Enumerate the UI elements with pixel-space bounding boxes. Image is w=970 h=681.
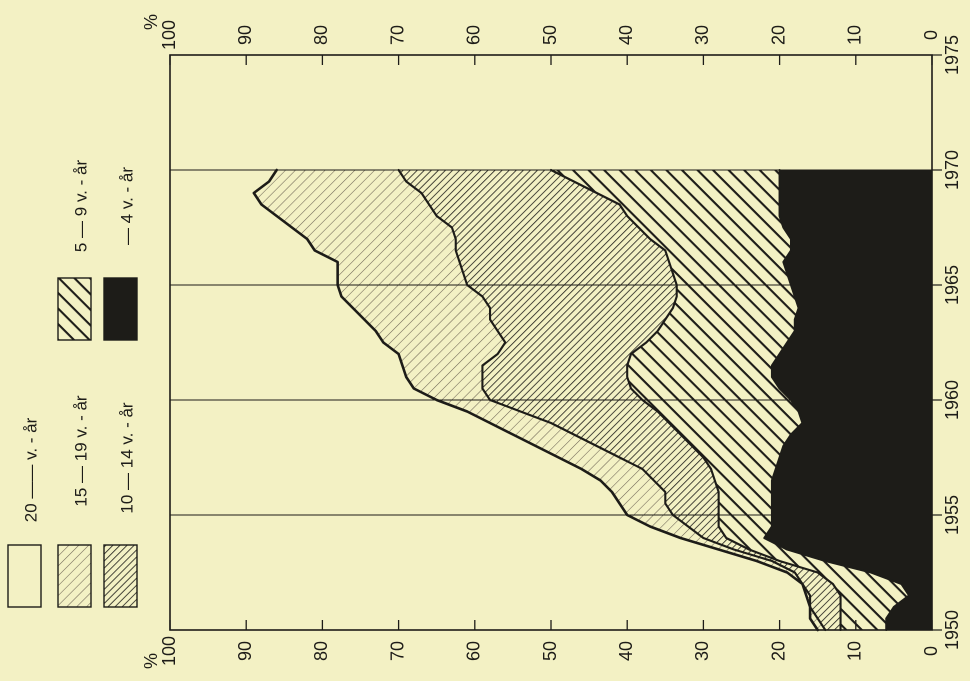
y-tick-top-label: 30: [692, 25, 712, 45]
y-tick-top-label: 80: [311, 25, 331, 45]
y-tick-bottom-label: 40: [616, 641, 636, 661]
legend-swatch-4: [103, 277, 138, 341]
x-tick-label: 1965: [942, 265, 962, 305]
y-tick-bottom-label: 10: [845, 641, 865, 661]
y-tick-bottom-label: 60: [464, 641, 484, 661]
grid-layer: [170, 169, 932, 516]
y-tick-top-label: 20: [768, 25, 788, 45]
x-tick-label: 1955: [942, 495, 962, 535]
legend-swatch-2: [103, 544, 138, 608]
x-tick-label: 1970: [942, 150, 962, 190]
legend-label: — 4 v. - år: [117, 167, 136, 245]
y-tick-top-label: 100: [159, 20, 179, 50]
legend-label: 20 —— v. - år: [21, 417, 40, 522]
y-axis-label-top: %: [141, 14, 161, 30]
y-axis-label-bottom: %: [141, 653, 161, 669]
x-tick-label: 1975: [942, 35, 962, 75]
y-tick-top-label: 60: [464, 25, 484, 45]
x-tick-label: 1950: [942, 610, 962, 650]
y-tick-top-label: 70: [387, 25, 407, 45]
y-tick-bottom-label: 20: [768, 641, 788, 661]
y-tick-top-label: 10: [845, 25, 865, 45]
y-tick-bottom-label: 90: [235, 641, 255, 661]
y-tick-bottom-label: 30: [692, 641, 712, 661]
y-tick-bottom-label: 100: [159, 636, 179, 666]
y-tick-top-label: 50: [540, 25, 560, 45]
y-tick-bottom-label: 50: [540, 641, 560, 661]
legend-swatch-1: [57, 544, 92, 608]
axis-layer: 0 0 10 10 20 20 30 30 40 40 50 50 60 60 70 70 80 80 90 90 10…: [141, 14, 962, 669]
legend-swatch-0: [7, 544, 42, 608]
legend-label: 5 — 9 v. - år: [71, 160, 90, 253]
x-tick-label: 1960: [942, 380, 962, 420]
y-tick-bottom-label: 80: [311, 641, 331, 661]
y-tick-bottom-label: 70: [387, 641, 407, 661]
y-tick-top-label: 40: [616, 25, 636, 45]
legend-label: 10 — 14 v. - år: [117, 402, 136, 514]
legend-label: 15 — 19 v. - år: [71, 395, 90, 507]
legend: 20 —— v. - år 15 — 19 v. - år 10 — 14 v. -…: [7, 160, 138, 608]
legend-swatch-3: [57, 277, 92, 341]
y-tick-bottom-label: 0: [921, 646, 941, 656]
y-tick-top-label: 0: [921, 30, 941, 40]
y-tick-top-label: 90: [235, 25, 255, 45]
